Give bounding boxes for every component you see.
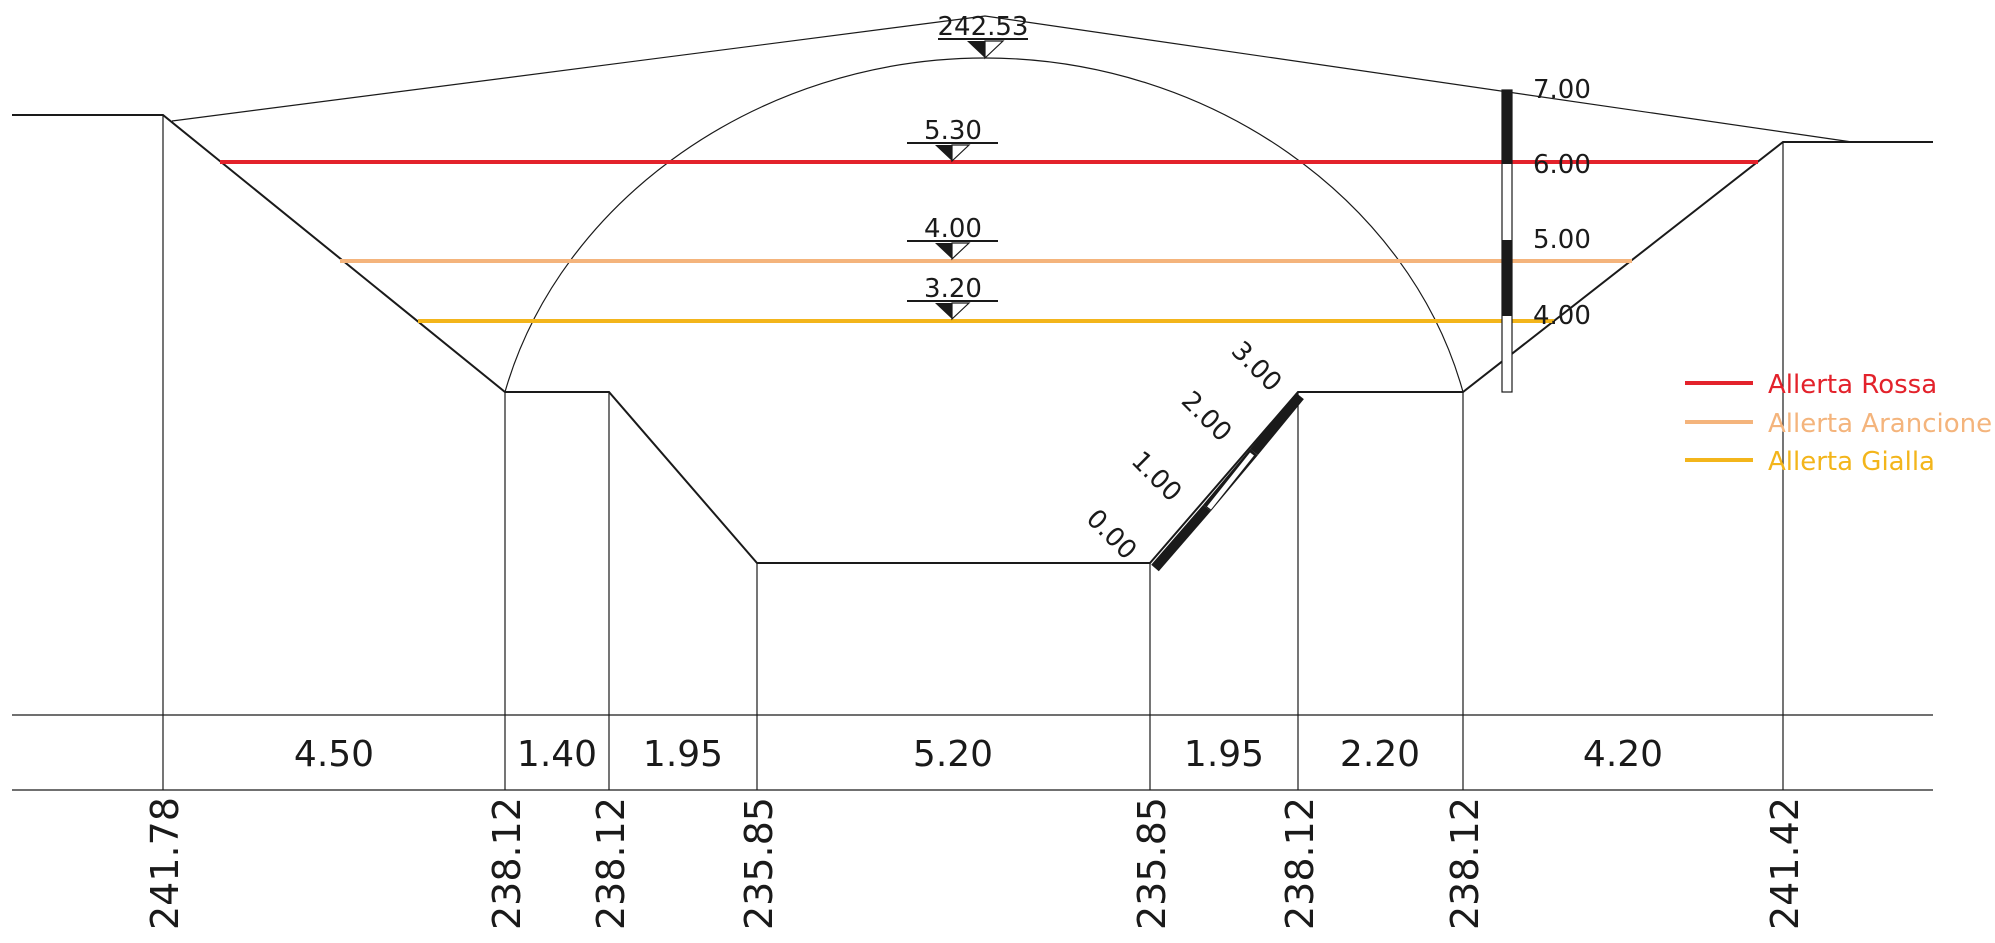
level-label-orange: 4.00 xyxy=(924,214,982,244)
vertical-gauge-label-5: 5.00 xyxy=(1533,225,1591,255)
elevation-label: 238.12 xyxy=(485,797,529,930)
elevation-label: 238.12 xyxy=(589,797,633,930)
vertical-gauge-label-7: 7.00 xyxy=(1533,75,1591,105)
width-labels: 4.50 1.40 1.95 5.20 1.95 2.20 4.20 xyxy=(294,734,1663,775)
elevation-label: 241.42 xyxy=(1763,797,1807,930)
inclined-gauge-label-1: 1.00 xyxy=(1125,446,1187,508)
reference-lines xyxy=(162,115,1784,790)
width-label: 4.50 xyxy=(294,734,374,775)
level-marker-yellow: 3.20 xyxy=(907,274,998,321)
inclined-gauge-label-2: 2.00 xyxy=(1175,386,1237,448)
width-label: 2.20 xyxy=(1340,734,1420,775)
top-slope-line xyxy=(171,15,1853,143)
width-label: 4.20 xyxy=(1583,734,1663,775)
width-label: 5.20 xyxy=(913,734,993,775)
ground-profile xyxy=(12,114,1933,564)
elevation-labels: 241.78 238.12 238.12 235.85 235.85 238.1… xyxy=(143,797,1807,930)
width-label: 1.40 xyxy=(517,734,597,775)
level-label-red: 5.30 xyxy=(924,116,982,146)
bridge-arch xyxy=(504,57,1464,393)
elevation-label: 235.85 xyxy=(1130,797,1174,930)
legend-label-yellow: Allerta Gialla xyxy=(1768,447,1935,477)
elevation-label: 238.12 xyxy=(1443,797,1487,930)
elevation-label: 235.85 xyxy=(737,797,781,930)
level-marker-red: 5.30 xyxy=(907,116,998,163)
inclined-gauge-label-3: 3.00 xyxy=(1225,336,1287,398)
inclined-gauge: 3.00 2.00 1.00 0.00 xyxy=(1080,336,1304,572)
elevation-label: 238.12 xyxy=(1278,797,1322,930)
legend-label-orange: Allerta Arancione xyxy=(1768,409,1992,439)
legend: Allerta Rossa Allerta Arancione Allerta … xyxy=(1685,370,1992,477)
elevation-label: 241.78 xyxy=(143,797,187,930)
level-marker-orange: 4.00 xyxy=(907,214,998,261)
crown-marker-outline xyxy=(984,40,1005,60)
level-label-yellow: 3.20 xyxy=(924,274,982,304)
width-label: 1.95 xyxy=(643,734,723,775)
inclined-gauge-label-0: 0.00 xyxy=(1080,504,1142,566)
vertical-gauge-label-4: 4.00 xyxy=(1533,301,1591,331)
legend-label-red: Allerta Rossa xyxy=(1768,370,1937,400)
vertical-gauge: 7.00 6.00 5.00 4.00 xyxy=(1501,75,1591,393)
width-label: 1.95 xyxy=(1184,734,1264,775)
crown-elevation-label: 242.53 xyxy=(938,12,1029,42)
crown-marker xyxy=(967,41,985,58)
vertical-gauge-label-6: 6.00 xyxy=(1533,150,1591,180)
